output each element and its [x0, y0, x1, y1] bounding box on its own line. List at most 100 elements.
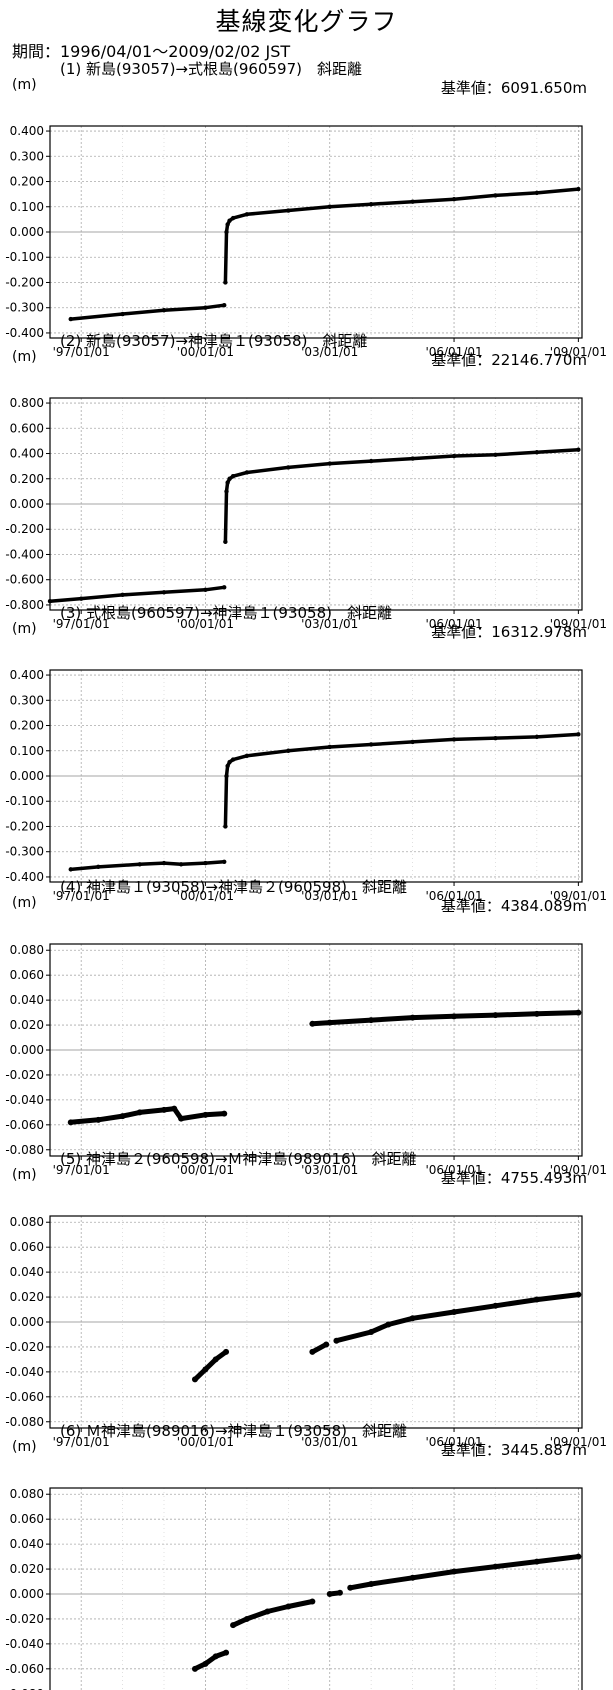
chart-plot: 0.080 0.060 0.040 0.020 0.000 -0.020 -0.040 -0.… [5, 1487, 583, 1690]
data-point [120, 311, 125, 317]
data-point [222, 859, 227, 865]
chart-caption: (4) 神津島１(93058)→神津島２(960598) 斜距離 [60, 878, 407, 896]
data-point [336, 1589, 343, 1596]
chart-plot: 0.400 0.300 0.200 0.100 0.000 -0.100 -0.200 -0.… [5, 668, 607, 903]
data-point [576, 447, 581, 452]
data-point [492, 1012, 499, 1019]
data-point [534, 190, 540, 196]
data-point [227, 218, 232, 223]
y-tick-label: -0.060 [5, 1390, 44, 1404]
data-point [136, 1109, 143, 1116]
baseline-value: 基準値：4755.493m [440, 1169, 587, 1187]
y-tick-label: 0.080 [10, 1487, 44, 1501]
data-point [95, 1116, 102, 1123]
data-point [368, 742, 374, 747]
data-series-2 [223, 447, 581, 544]
data-point [212, 1653, 219, 1660]
chart-caption: (3) 式根島(960597)→神津島１(93058) 斜距離 [60, 604, 392, 622]
y-tick-label: -0.300 [5, 845, 44, 859]
y-tick-label: -0.600 [5, 573, 44, 587]
x-tick-label: '06/01/01 [425, 1163, 482, 1177]
data-point [576, 186, 581, 192]
data-point [230, 1622, 237, 1629]
y-tick-label: 0.200 [10, 472, 44, 486]
y-tick-label: -0.080 [5, 1143, 44, 1157]
y-tick-label: 0.200 [10, 719, 44, 733]
data-point [493, 452, 498, 457]
data-point [223, 1348, 230, 1355]
y-tick-label: -0.100 [5, 250, 44, 264]
data-series-4 [347, 1554, 581, 1591]
y-tick-label: 0.000 [10, 1315, 44, 1329]
chart-panel-5: (5) 神津島２(960598)→Ｍ神津島(989016) 斜距離 基準値：475… [0, 1148, 613, 1449]
y-tick-label: 0.000 [10, 225, 44, 239]
chart-caption: (6) Ｍ神津島(989016)→神津島１(93058) 斜距離 [60, 1422, 407, 1440]
data-point [230, 474, 236, 479]
data-point [309, 1020, 316, 1027]
data-point [161, 308, 167, 313]
y-tick-label: 0.020 [10, 1290, 44, 1304]
x-tick-label: '97/01/01 [53, 1435, 110, 1449]
data-series-1 [48, 585, 226, 603]
x-tick-label: '06/01/01 [425, 889, 482, 903]
plot-frame [49, 1487, 583, 1690]
y-tick-label: -0.200 [5, 275, 44, 289]
data-point [534, 734, 540, 740]
x-tick-label: '03/01/01 [301, 889, 358, 903]
data-point [161, 1106, 167, 1113]
data-point [347, 1584, 354, 1591]
data-point [286, 748, 291, 753]
x-tick-label: '03/01/01 [301, 345, 358, 359]
data-point [224, 489, 229, 494]
x-tick-label: '00/01/01 [177, 617, 234, 631]
x-tick-label: '09/01/01 [550, 1435, 607, 1449]
y-tick-label: 0.000 [10, 1587, 44, 1601]
y-tick-label: 0.080 [10, 1215, 44, 1229]
data-point [326, 1019, 333, 1026]
baseline-value: 基準値：3445.887m [440, 1441, 587, 1459]
data-series-1 [68, 1106, 227, 1125]
data-point [368, 1328, 375, 1335]
y-tick-label: 0.400 [10, 668, 44, 682]
x-tick-label: '97/01/01 [53, 889, 110, 903]
y-tick-label: 0.060 [10, 968, 44, 982]
data-point [368, 202, 374, 207]
data-point [286, 208, 291, 213]
y-tick-label: -0.040 [5, 1365, 44, 1379]
x-tick-label: '97/01/01 [53, 345, 110, 359]
data-point [47, 598, 53, 604]
data-point [333, 1337, 340, 1344]
x-tick-label: '03/01/01 [301, 1163, 358, 1177]
y-tick-label: 0.000 [10, 769, 44, 783]
chart-panel-2: (2) 新島(93057)→神津島１(93058) 斜距離 基準値：22146.7… [0, 330, 613, 631]
chart-panel-6: (6) Ｍ神津島(989016)→神津島１(93058) 斜距離基準値：3445… [0, 1420, 613, 1690]
y-tick-label: 0.300 [10, 693, 44, 707]
data-point [222, 585, 227, 590]
page-title: 基線変化グラフ [215, 7, 398, 36]
data-point [221, 1110, 228, 1117]
baseline-value: 基準値：6091.650m [440, 79, 587, 97]
data-point [451, 1013, 458, 1020]
chart-panel-1: (1) 新島(93057)→式根島(960597) 斜距離 基準値：6091.65… [0, 58, 613, 359]
x-tick-label: '06/01/01 [425, 1435, 482, 1449]
data-point [243, 1615, 250, 1622]
data-point [178, 1115, 185, 1122]
data-point [309, 1348, 316, 1355]
data-point [191, 1665, 198, 1672]
data-point [323, 1341, 330, 1348]
data-point [78, 596, 84, 601]
data-point [533, 1558, 540, 1565]
x-tick-label: '00/01/01 [177, 889, 234, 903]
chart-plot: 0.400 0.300 0.200 0.100 0.000 -0.100 -0.200 -0.… [5, 124, 607, 359]
x-tick-label: '97/01/01 [53, 1163, 110, 1177]
data-point [409, 1315, 416, 1322]
data-point [225, 763, 230, 769]
x-tick-label: '09/01/01 [550, 617, 607, 631]
y-tick-label: 0.080 [10, 943, 44, 957]
data-point [492, 1563, 499, 1570]
y-tick-label: 0.800 [10, 396, 44, 410]
y-tick-label: 0.200 [10, 175, 44, 189]
data-point [410, 456, 415, 461]
y-tick-label: 0.400 [10, 447, 44, 461]
data-point [368, 1017, 375, 1024]
